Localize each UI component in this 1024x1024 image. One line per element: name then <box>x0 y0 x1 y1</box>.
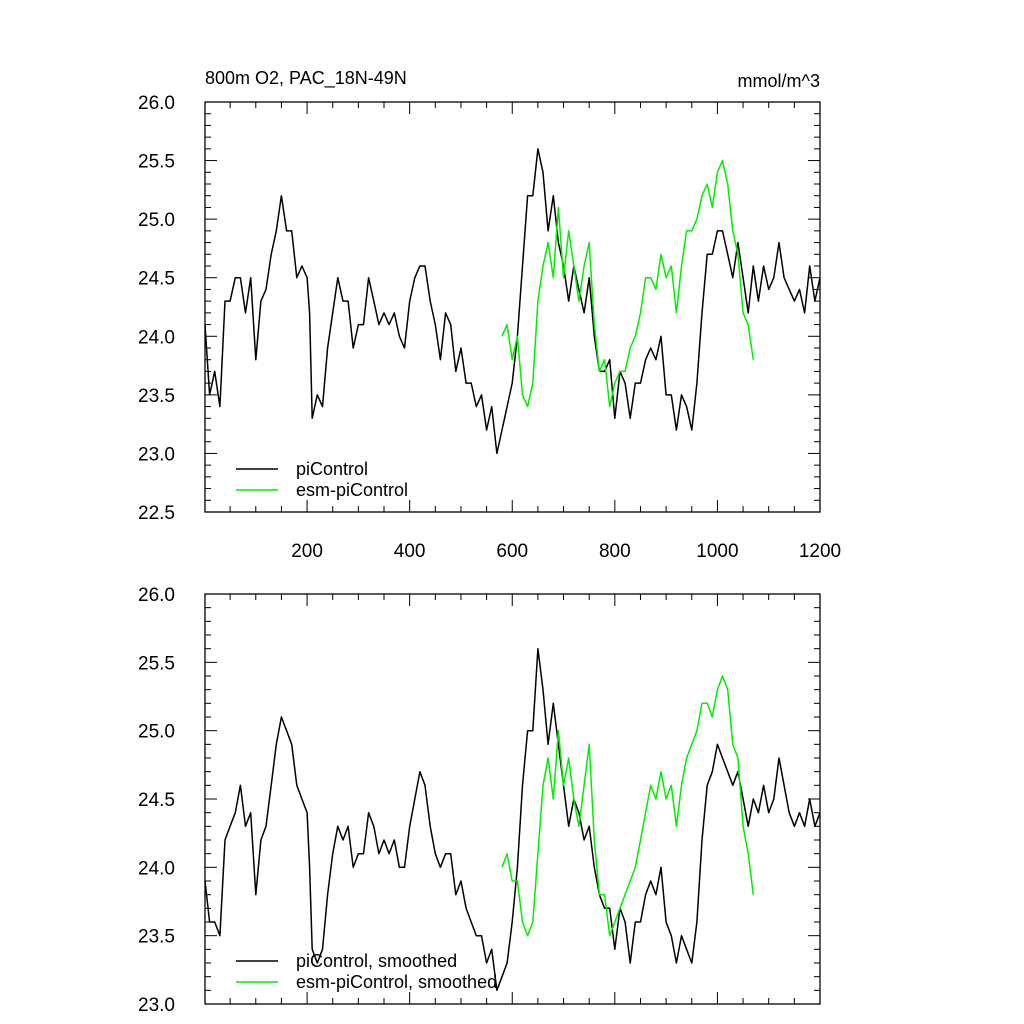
top-panel: 800m O2, PAC_18N-49N mmol/m^3 200 400 600 8… <box>138 68 841 562</box>
legend-label-picontrol-smoothed: piControl, smoothed <box>296 951 457 971</box>
x-tick-label: 600 <box>496 541 528 562</box>
y-tick-label: 24.5 <box>138 269 175 290</box>
y-tick-label: 25.5 <box>138 152 175 173</box>
y-tick-label: 24.5 <box>138 790 175 811</box>
y-tick-label: 23.5 <box>138 927 175 948</box>
y-tick-label: 26.0 <box>138 93 175 114</box>
series-line-esm-picontrol-smoothed <box>501 675 755 937</box>
x-tick-label: 400 <box>394 541 426 562</box>
legend-label-esm-picontrol-smoothed: esm-piControl, smoothed <box>296 972 497 992</box>
y-tick-label: 24.0 <box>138 858 175 879</box>
series-group <box>204 647 821 992</box>
x-tick-label: 1200 <box>799 541 841 562</box>
legend-label-esm-picontrol: esm-piControl <box>296 480 408 500</box>
ticks-group: 200 400 600 800 1000 1200 22.5 23.0 23.5 24.0 24.5… <box>138 93 841 562</box>
y-tick-label: 23.5 <box>138 386 175 407</box>
legend-label-picontrol: piControl <box>296 459 368 479</box>
chart-title: 800m O2, PAC_18N-49N <box>205 68 407 89</box>
units-label: mmol/m^3 <box>738 71 820 91</box>
x-tick-label: 1000 <box>696 541 738 562</box>
y-tick-label: 24.0 <box>138 327 175 348</box>
y-tick-label: 25.0 <box>138 722 175 743</box>
y-tick-label: 22.5 <box>138 503 175 524</box>
series-group <box>204 148 821 455</box>
y-tick-label: 23.0 <box>138 995 175 1016</box>
y-tick-label: 23.0 <box>138 444 175 465</box>
y-tick-label: 25.0 <box>138 210 175 231</box>
legend: piControl, smoothed esm-piControl, smoot… <box>236 951 497 992</box>
legend: piControl esm-piControl <box>236 459 408 500</box>
plot-frame <box>204 593 821 1005</box>
x-tick-label: 200 <box>291 541 323 562</box>
plot-frame <box>204 101 821 513</box>
series-line-picontrol-smoothed <box>204 647 821 992</box>
y-tick-label: 25.5 <box>138 653 175 674</box>
y-tick-label: 26.0 <box>138 585 175 606</box>
series-line-picontrol <box>204 148 821 455</box>
series-line-esm-picontrol <box>501 159 755 408</box>
ticks-group: 23.0 23.5 24.0 24.5 25.0 25.5 26.0 <box>138 585 821 1016</box>
x-tick-label: 800 <box>599 541 631 562</box>
bottom-panel: 23.0 23.5 24.0 24.5 25.0 25.5 26.0 piControl, … <box>138 585 821 1016</box>
